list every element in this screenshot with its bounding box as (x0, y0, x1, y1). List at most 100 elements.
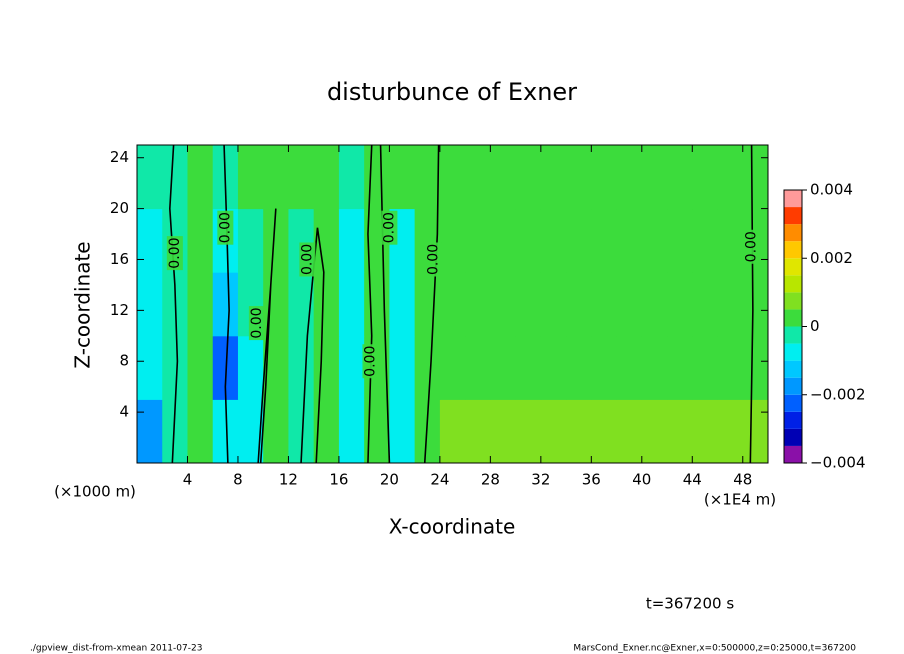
colorbar-swatch (784, 394, 802, 412)
contour-label-bg (299, 242, 316, 277)
colorbar-swatch (784, 326, 802, 344)
colorbar-swatch (784, 190, 802, 208)
x-tick-label: 36 (582, 471, 601, 489)
x-tick-label: 16 (329, 471, 348, 489)
field-cell (237, 145, 264, 210)
field-cell (641, 145, 668, 210)
field-cell (465, 145, 491, 210)
field-cell (692, 335, 719, 400)
field-cell (313, 272, 340, 337)
contour-label: 0.00 (362, 346, 378, 377)
field-cell (641, 399, 668, 464)
field-cell (490, 399, 517, 464)
field-cell (414, 145, 441, 210)
footer-left: ./gpview_dist-from-xmean 2011-07-23 (30, 644, 202, 654)
colorbar-swatch (784, 411, 802, 429)
field-cell (742, 145, 769, 210)
field-cell (641, 335, 668, 400)
field-cell (263, 145, 289, 210)
colorbar-tick-label: −0.004 (810, 454, 866, 472)
field-cell (288, 145, 315, 210)
colorbar-swatch (784, 207, 802, 225)
field-cell (212, 272, 239, 337)
field-cell (692, 399, 719, 464)
field-cell (667, 335, 693, 400)
field-cell (439, 208, 466, 273)
field-cell (540, 272, 567, 337)
field-cell (692, 145, 719, 210)
field-cell (137, 399, 163, 464)
y-tick-label: 12 (110, 301, 129, 319)
field-cell (439, 335, 466, 400)
field-cell (389, 399, 416, 464)
field-cell (313, 335, 340, 400)
contour-label: 0.00 (744, 231, 760, 262)
field-cell (288, 335, 315, 400)
contour-line (300, 227, 325, 464)
colorbar-swatch (784, 428, 802, 446)
colorbar-swatch (784, 224, 802, 242)
field-cell (338, 399, 365, 464)
field-cell (187, 145, 214, 210)
field-cell (414, 335, 441, 400)
y-tick-label: 8 (119, 352, 129, 370)
field-cell (591, 399, 618, 464)
y-unit: (×1000 m) (54, 483, 136, 501)
footer-right: MarsCond_Exner.nc@Exner,x=0:500000,z=0:2… (573, 644, 856, 654)
field-cell (515, 208, 542, 273)
field-cell (566, 145, 592, 210)
field-cell (540, 145, 567, 210)
field-cell (187, 335, 214, 400)
field-cell (717, 399, 744, 464)
y-tick-label: 20 (110, 199, 129, 217)
field-cell (490, 335, 517, 400)
field-cell (162, 335, 188, 400)
field-cell (465, 272, 491, 337)
x-axis-label: X-coordinate (389, 515, 516, 539)
field-cell (692, 208, 719, 273)
field-cell (692, 272, 719, 337)
field-cell (137, 272, 163, 337)
field-cell (717, 335, 744, 400)
colorbar-tick-label: −0.002 (810, 385, 866, 403)
field-cell (187, 208, 214, 273)
field-cell (566, 208, 592, 273)
field-cell (515, 145, 542, 210)
field-cell (667, 399, 693, 464)
field-cell (137, 145, 163, 210)
chart-title: disturbunce of Exner (327, 78, 577, 106)
field-cell (338, 272, 365, 337)
field-cell (591, 208, 618, 273)
x-tick-label: 20 (380, 471, 399, 489)
colorbar-swatch (784, 343, 802, 361)
contour-label-bg (381, 210, 398, 245)
contour-label-bg (362, 344, 379, 379)
field-cell (717, 208, 744, 273)
field-cell (616, 272, 643, 337)
field-cell (389, 145, 416, 210)
field-cell (439, 145, 466, 210)
field-cell (616, 145, 643, 210)
colorbar-tick-label: 0.002 (810, 249, 853, 267)
field-cell (414, 272, 441, 337)
field-cell (540, 208, 567, 273)
contour-label-bg (743, 229, 760, 264)
field-cell (338, 335, 365, 400)
y-tick-label: 16 (110, 250, 129, 268)
field-cell (237, 335, 264, 400)
time-label: t=367200 s (646, 595, 734, 613)
field-cell (515, 399, 542, 464)
colorbar-swatch (784, 377, 802, 395)
contour-line (257, 208, 277, 464)
contour-line (423, 144, 440, 464)
field-cell (742, 335, 769, 400)
colorbar-swatch (784, 241, 802, 259)
contour-label: 0.00 (299, 244, 315, 275)
y-tick-label: 24 (110, 148, 129, 166)
field-cell (187, 272, 214, 337)
contour-label-bg (425, 242, 442, 277)
contour-line (223, 144, 230, 464)
field-cell (389, 335, 416, 400)
x-tick-label: 40 (632, 471, 651, 489)
